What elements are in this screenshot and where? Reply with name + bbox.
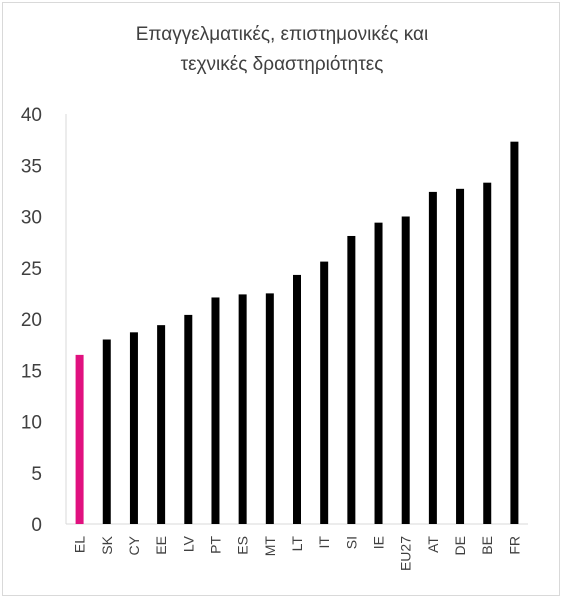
y-tick-label: 15: [21, 361, 42, 382]
chart-title: Επαγγελματικές, επιστημονικές και τεχνικ…: [0, 20, 564, 80]
x-tick-label-lt: LT: [289, 536, 305, 552]
x-tick-label-es: ES: [235, 536, 251, 555]
bar-pt: [211, 297, 220, 524]
x-tick-label-it: IT: [316, 536, 332, 549]
bar-si: [347, 235, 356, 524]
x-tick-label-de: DE: [452, 536, 468, 555]
bar-es: [238, 294, 247, 524]
bar-cy: [129, 332, 138, 524]
bars: [75, 141, 519, 525]
y-tick-label: 35: [21, 156, 42, 177]
bar-ie: [374, 222, 383, 524]
x-tick-label-ee: EE: [153, 536, 169, 555]
bar-be: [483, 182, 492, 525]
y-tick-label: 30: [21, 208, 42, 229]
x-tick-label-el: EL: [72, 536, 88, 553]
bar-at: [428, 191, 437, 524]
bar-de: [456, 188, 465, 524]
x-tick-label-mt: MT: [262, 536, 278, 557]
bar-ee: [157, 325, 166, 524]
chart-title-line-2: τεχνικές δραστηριότητες: [180, 54, 384, 75]
y-tick-label: 40: [21, 105, 42, 126]
y-tick-label: 0: [31, 515, 42, 536]
chart-frame: [2, 2, 560, 596]
x-tick-label-lv: LV: [180, 535, 196, 552]
x-tick-label-at: AT: [425, 536, 441, 553]
y-tick-label: 20: [21, 310, 42, 331]
bar-mt: [265, 293, 274, 524]
y-tick-label: 5: [31, 464, 42, 485]
x-tick-label-si: SI: [343, 536, 359, 549]
x-axis: EL SK CY EE LV PT ES MT LT IT SI IE EU27 AT DE BE FR: [72, 535, 523, 571]
bar-eu27: [401, 216, 410, 524]
bar-lv: [184, 314, 193, 524]
y-tick-label: 25: [21, 259, 42, 280]
chart-title-line-1: Επαγγελματικές, επιστημονικές και: [135, 24, 429, 45]
y-axis: 0 5 10 15 20 25 30 35 40: [21, 105, 42, 536]
y-tick-label: 10: [21, 413, 42, 434]
bar-sk: [102, 339, 111, 524]
x-tick-label-eu27: EU27: [398, 536, 414, 571]
bar-fr: [510, 141, 519, 525]
bar-lt: [293, 274, 301, 524]
x-tick-label-pt: PT: [207, 536, 223, 554]
x-tick-label-be: BE: [479, 536, 495, 555]
x-tick-label-fr: FR: [506, 536, 522, 555]
bar-it: [320, 261, 329, 524]
x-tick-label-cy: CY: [126, 535, 142, 555]
bar-el: [75, 354, 84, 524]
x-tick-label-ie: IE: [371, 536, 387, 549]
x-tick-label-sk: SK: [99, 535, 115, 554]
